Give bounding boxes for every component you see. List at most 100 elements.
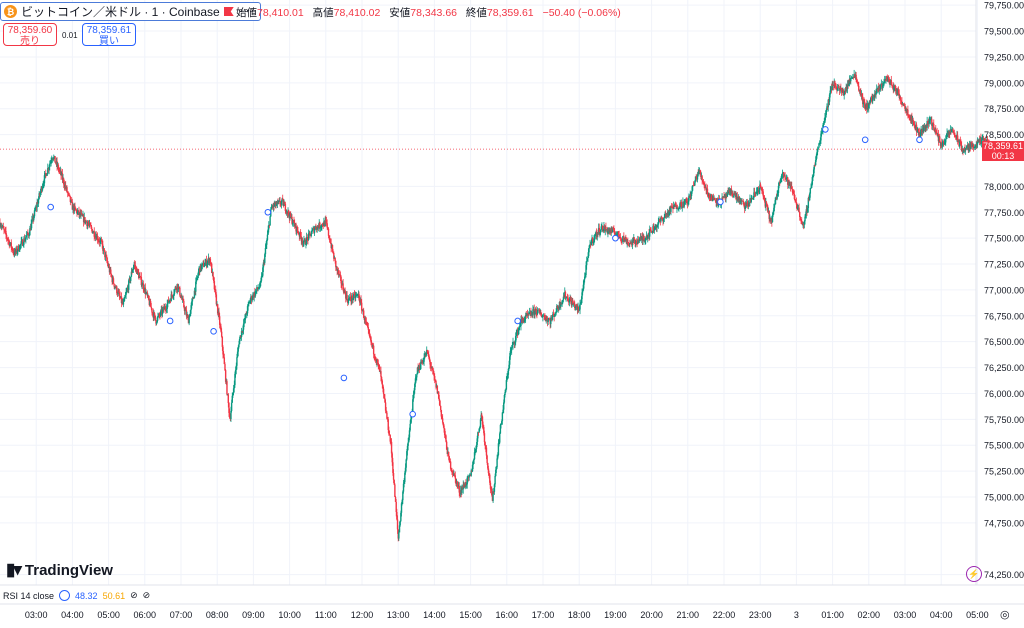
candle-body bbox=[844, 91, 847, 93]
candle-body bbox=[340, 276, 342, 284]
x-tick-label: 04:00 bbox=[61, 610, 84, 620]
candle-body bbox=[270, 206, 273, 210]
candle-body bbox=[326, 223, 328, 228]
candle-body bbox=[84, 217, 86, 223]
candle-body bbox=[236, 357, 238, 366]
indicator-label[interactable]: RSI 14 close bbox=[3, 590, 55, 601]
candle-body bbox=[917, 128, 920, 135]
candle-body bbox=[120, 296, 123, 303]
candle-body bbox=[579, 303, 581, 310]
candle-body bbox=[739, 201, 741, 203]
x-tick-label: 17:00 bbox=[532, 610, 555, 620]
symbol-header[interactable]: ₿ ビットコイン／米ドル · 1 · Coinbase ∘∘∘ bbox=[0, 2, 261, 21]
candle-body bbox=[221, 336, 224, 347]
candle-body bbox=[250, 296, 253, 301]
candle-body bbox=[409, 423, 411, 431]
hide-indicator-icon[interactable]: ⊘ bbox=[130, 590, 138, 600]
candle-body bbox=[515, 333, 518, 337]
candle-body bbox=[475, 448, 477, 451]
candle-body bbox=[812, 169, 815, 176]
candle-body bbox=[789, 184, 792, 188]
candle-body bbox=[735, 193, 737, 200]
candle-body bbox=[50, 161, 52, 163]
candle-body bbox=[280, 204, 282, 205]
candle-body bbox=[437, 391, 440, 399]
candle-body bbox=[494, 475, 496, 485]
y-tick-label: 79,250.00 bbox=[984, 52, 1024, 62]
candle-body bbox=[809, 188, 812, 194]
settings-icon[interactable]: ◎ bbox=[1000, 609, 1010, 621]
candle-body bbox=[313, 229, 316, 233]
candle-body bbox=[875, 92, 877, 95]
candle-body bbox=[51, 159, 53, 162]
high-label: 高値 bbox=[312, 7, 334, 19]
candle-body bbox=[889, 83, 891, 85]
candle-body bbox=[799, 211, 801, 217]
candle-body bbox=[587, 248, 590, 257]
candle-body bbox=[394, 496, 397, 502]
tradingview-logo-text: TradingView bbox=[24, 561, 113, 579]
candle-body bbox=[440, 409, 443, 417]
candle-body bbox=[524, 319, 526, 320]
candle-body bbox=[761, 188, 763, 191]
candle-body bbox=[165, 308, 168, 310]
candle-body bbox=[435, 381, 437, 388]
candle-body bbox=[967, 144, 969, 151]
buy-button[interactable]: 78,359.61 買い bbox=[82, 23, 136, 47]
candle-body bbox=[597, 232, 599, 234]
candle-body bbox=[177, 287, 180, 290]
candle-body bbox=[303, 239, 305, 243]
candle-body bbox=[370, 337, 372, 343]
y-axis[interactable]: 79,750.00 79,500.00 79,250.00 79,000.00 78,7… bbox=[984, 1, 1024, 580]
candle-body bbox=[534, 310, 536, 315]
candle-body bbox=[173, 289, 176, 294]
candle-body bbox=[380, 371, 382, 377]
candle-body bbox=[848, 78, 851, 85]
candle-body bbox=[297, 230, 299, 234]
candle-body bbox=[709, 197, 711, 198]
candle-body bbox=[244, 318, 246, 320]
candle-body bbox=[751, 198, 754, 200]
candle-body bbox=[461, 487, 463, 493]
candle-body bbox=[843, 94, 845, 95]
candle-body bbox=[551, 316, 553, 320]
candle-body bbox=[333, 253, 335, 259]
candle-body bbox=[410, 415, 413, 420]
candle-body bbox=[132, 269, 134, 273]
sell-button[interactable]: 78,359.60 売り bbox=[3, 23, 57, 47]
indicator-settings-icon[interactable] bbox=[59, 590, 71, 601]
lightning-icon[interactable]: ⚡ bbox=[966, 566, 982, 582]
candle-body bbox=[436, 385, 439, 394]
remove-indicator-icon[interactable]: ⊘ bbox=[142, 590, 151, 600]
candle-body bbox=[276, 201, 279, 205]
candle-body bbox=[544, 316, 546, 320]
candle-body bbox=[17, 246, 20, 251]
x-axis[interactable]: 03:00 04:00 05:00 06:00 07:00 08:00 09:00 10:00… bbox=[25, 610, 989, 620]
candle-body bbox=[823, 122, 825, 124]
more-icon[interactable]: ∘∘∘ bbox=[237, 6, 255, 17]
candle-body bbox=[497, 443, 500, 456]
candle-body bbox=[887, 76, 889, 82]
candle-body bbox=[574, 307, 577, 309]
candle-body bbox=[505, 380, 508, 390]
candle-body bbox=[585, 265, 587, 276]
candle-body bbox=[481, 414, 483, 417]
candle-body bbox=[626, 242, 628, 244]
x-tick-label: 12:00 bbox=[351, 610, 374, 620]
flag-icon[interactable] bbox=[223, 7, 234, 16]
tradingview-logo[interactable]: ▮▾ TradingView bbox=[6, 560, 113, 580]
candle-body bbox=[28, 235, 30, 237]
indicator-legend[interactable]: RSI 14 close 48.32 50.61 ⊘ ⊘ bbox=[3, 590, 150, 601]
candle-body bbox=[87, 223, 89, 225]
candle-body bbox=[625, 239, 628, 244]
candle-body bbox=[443, 428, 446, 436]
candle-body bbox=[284, 203, 287, 211]
candle-body bbox=[258, 288, 260, 289]
candle-body bbox=[382, 384, 384, 389]
candle-body bbox=[691, 186, 693, 192]
symbol-title[interactable]: ビットコイン／米ドル · 1 · Coinbase bbox=[21, 5, 220, 19]
candle-body bbox=[423, 357, 425, 362]
candle-body bbox=[785, 178, 788, 180]
